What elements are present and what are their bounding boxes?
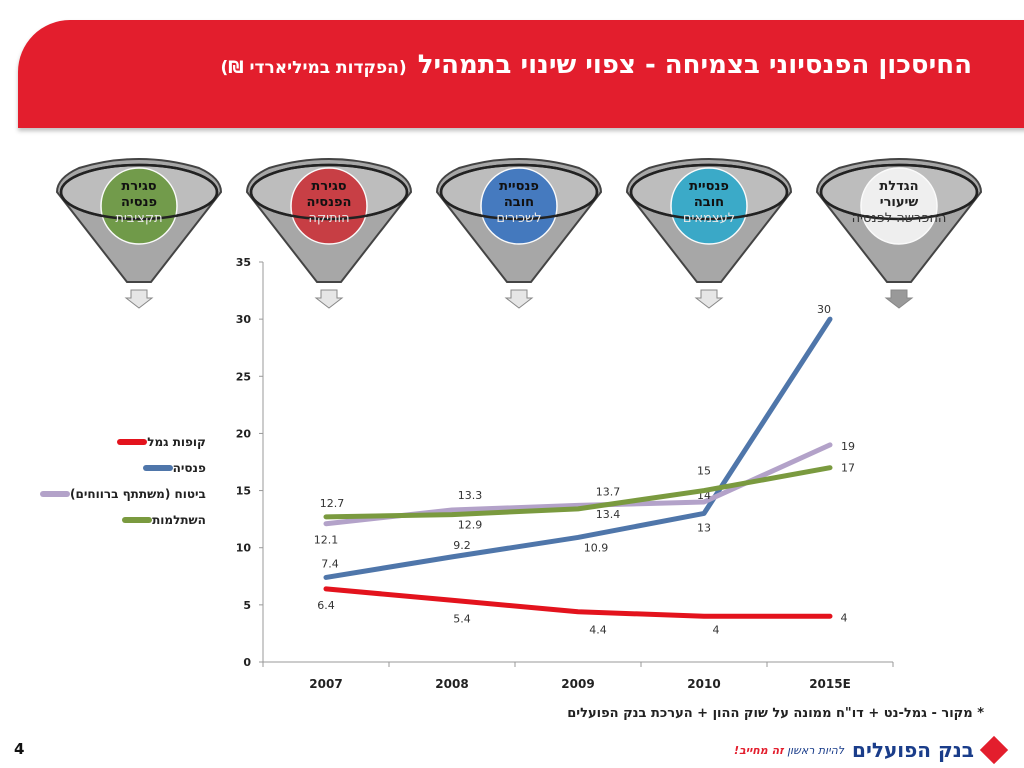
page-title: החיסכון הפנסיוני בצמיחה - צפוי שינוי בתמ… xyxy=(220,50,972,80)
legend: קופות גמל פנסיה ביטוח (משתתף ברווחים) הש… xyxy=(38,429,206,533)
x-tick-label: 2008 xyxy=(435,677,468,691)
funnel-label-top: פנסיית xyxy=(689,179,729,194)
funnel-ball xyxy=(860,167,938,245)
y-tick-label: 10 xyxy=(236,542,252,555)
data-label: 30 xyxy=(817,303,831,316)
funnel-label-mid: חובה xyxy=(504,195,534,210)
y-tick-label: 5 xyxy=(243,599,251,612)
data-label: 19 xyxy=(841,440,855,453)
data-label: 12.1 xyxy=(314,534,339,547)
funnel-ball xyxy=(670,167,748,245)
funnel-arrow-icon xyxy=(314,289,344,309)
funnel-arrow-icon xyxy=(504,289,534,309)
funnel-label-top: הגדלת xyxy=(879,179,918,194)
data-label: 6.4 xyxy=(317,599,335,612)
series-line-pensia xyxy=(323,316,833,580)
funnel-label-bottom: הותיקה xyxy=(308,211,349,226)
title-main: החיסכון הפנסיוני בצמיחה - צפוי שינוי בתמ… xyxy=(417,50,972,80)
page-number: 4 xyxy=(14,740,25,758)
funnel-label-top: סגירת xyxy=(121,179,156,194)
data-label: 12.9 xyxy=(458,519,483,532)
legend-label: קופות גמל xyxy=(147,435,206,449)
data-label: 15 xyxy=(697,465,711,478)
legend-label: השתלמות xyxy=(152,513,206,527)
bank-logo: בנק הפועלים להיות ראשון זה מחייב! xyxy=(734,735,1009,765)
funnel-arrow-icon xyxy=(124,289,154,309)
logo-bank-name: בנק הפועלים xyxy=(852,738,974,762)
data-label: 4.4 xyxy=(589,624,607,637)
funnel-rim-front xyxy=(59,163,219,221)
legend-label: פנסיה xyxy=(172,461,206,475)
legend-item-pensia: פנסיה xyxy=(38,455,206,481)
title-bar xyxy=(18,20,1024,128)
data-label: 13.4 xyxy=(596,508,621,521)
legend-item-hishtalmut: השתלמות xyxy=(38,507,206,533)
data-label: 13.7 xyxy=(596,485,621,498)
funnel-label-bottom: לעצמאים xyxy=(683,211,735,226)
funnel-label-top: פנסיית xyxy=(499,179,539,194)
x-tick-label: 2010 xyxy=(687,677,720,691)
data-label: 13 xyxy=(697,521,711,534)
y-tick-label: 20 xyxy=(236,427,252,440)
data-label: 4 xyxy=(841,611,848,624)
funnel-label-bottom: לשכירים xyxy=(496,211,541,226)
funnel-rim-front xyxy=(629,163,789,221)
legend-item-kupot: קופות גמל xyxy=(38,429,206,455)
data-label: 5.4 xyxy=(453,612,471,625)
y-tick-label: 15 xyxy=(236,485,251,498)
data-label: 4 xyxy=(713,623,720,636)
x-tick-label: 2009 xyxy=(561,677,594,691)
data-label: 17 xyxy=(841,462,855,475)
funnel-label-bottom: תקציבית xyxy=(115,211,162,226)
legend-label: ביטוח (משתתף ברווחים) xyxy=(70,487,206,501)
funnel-label-mid: פנסיה xyxy=(121,195,157,210)
data-label: 9.2 xyxy=(453,539,471,552)
series-line-hishtalmut xyxy=(323,465,833,520)
funnel-arrow-icon xyxy=(694,289,724,309)
logo-diamond-icon xyxy=(979,735,1009,765)
funnel-label-mid: חובה xyxy=(694,195,724,210)
funnel-ball xyxy=(100,167,178,245)
series-line-kupot xyxy=(323,586,833,619)
funnel-rim-front xyxy=(439,163,599,221)
funnel-label-bottom: ההפרשה לפנסיה xyxy=(852,211,947,226)
funnel-label-mid: שיעורי xyxy=(880,195,919,210)
y-tick-label: 30 xyxy=(236,313,252,326)
source-note: * מקור - גמל-נט + דו"ח ממונה על שוק ההון… xyxy=(567,706,984,721)
title-subtitle: (הפקדות במיליארדי ₪) xyxy=(220,58,407,78)
funnel-ball xyxy=(290,167,368,245)
legend-swatch-pensia xyxy=(142,465,173,471)
y-tick-label: 35 xyxy=(236,256,251,269)
funnel-label-mid: הפנסיה xyxy=(307,195,352,210)
legend-item-bituach: ביטוח (משתתף ברווחים) xyxy=(38,481,206,507)
funnel-rim-front xyxy=(819,163,979,221)
data-label: 13.3 xyxy=(458,489,483,502)
y-tick-label: 25 xyxy=(236,370,251,383)
x-tick-label: 2007 xyxy=(309,677,342,691)
legend-swatch-hishtalmut xyxy=(122,517,153,523)
logo-slogan: להיות ראשון זה מחייב! xyxy=(734,744,844,757)
funnel-label-top: סגירת xyxy=(311,179,346,194)
data-label: 7.4 xyxy=(321,557,339,570)
legend-swatch-kupot xyxy=(117,439,148,445)
x-tick-label: 2015E xyxy=(809,677,851,691)
funnel-rim-front xyxy=(249,163,409,221)
data-label: 10.9 xyxy=(584,541,609,554)
funnel-arrow-icon xyxy=(884,289,914,309)
y-tick-label: 0 xyxy=(243,656,251,669)
logo-slogan-a: להיות ראשון xyxy=(787,743,845,757)
legend-swatch-bituach xyxy=(40,491,70,497)
series-line-bituach xyxy=(323,442,833,527)
funnel-ball xyxy=(480,167,558,245)
chart: סגירתפנסיהתקציביתסגירתהפנסיההותיקהפנסיית… xyxy=(55,158,983,691)
logo-slogan-b: זה מחייב! xyxy=(734,743,784,757)
data-label: 12.7 xyxy=(320,497,345,510)
